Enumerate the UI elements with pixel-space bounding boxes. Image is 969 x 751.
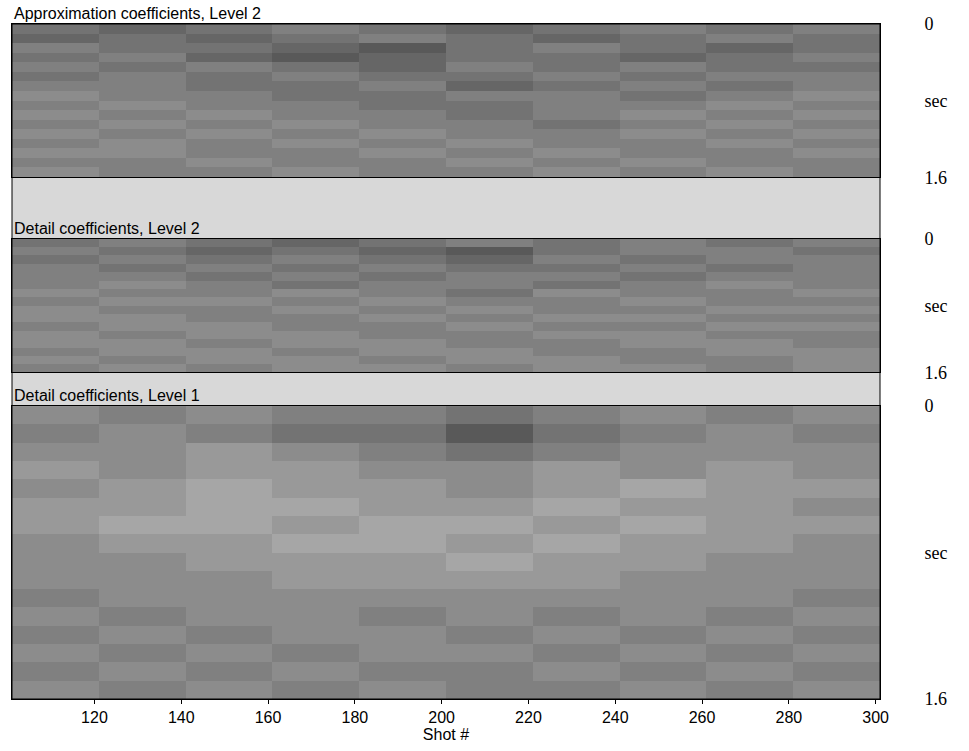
svg-text:1.6: 1.6 — [925, 689, 948, 709]
svg-text:0: 0 — [925, 14, 934, 34]
svg-text:180: 180 — [342, 709, 369, 726]
svg-text:120: 120 — [81, 709, 108, 726]
svg-text:160: 160 — [255, 709, 282, 726]
svg-text:240: 240 — [602, 709, 629, 726]
svg-text:1.6: 1.6 — [925, 168, 948, 188]
svg-text:200: 200 — [428, 709, 455, 726]
svg-text:sec: sec — [925, 543, 948, 563]
svg-text:sec: sec — [925, 91, 948, 111]
svg-text:0: 0 — [925, 396, 934, 416]
svg-text:Detail coefficients, Level 1: Detail coefficients, Level 1 — [14, 387, 200, 404]
svg-text:220: 220 — [515, 709, 542, 726]
svg-text:140: 140 — [168, 709, 195, 726]
svg-text:260: 260 — [689, 709, 716, 726]
svg-text:1.6: 1.6 — [925, 363, 948, 383]
svg-text:Approximation coefficients, Le: Approximation coefficients, Level 2 — [14, 5, 261, 22]
svg-text:0: 0 — [925, 229, 934, 249]
svg-text:280: 280 — [776, 709, 803, 726]
svg-text:sec: sec — [925, 296, 948, 316]
svg-text:Shot #: Shot # — [423, 726, 469, 743]
svg-text:Detail coefficients, Level 2: Detail coefficients, Level 2 — [14, 220, 200, 237]
svg-text:300: 300 — [862, 709, 889, 726]
